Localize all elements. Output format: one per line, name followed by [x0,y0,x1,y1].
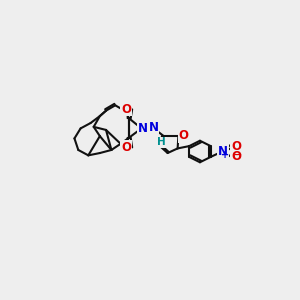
Text: O: O [121,103,131,116]
Text: O: O [121,141,131,154]
Text: O: O [179,129,189,142]
Text: N: N [218,145,228,158]
Text: N: N [149,121,159,134]
Text: N: N [138,122,148,135]
Text: O: O [231,140,241,153]
Text: −: − [234,150,242,160]
Text: O: O [231,150,241,164]
Text: H: H [157,137,166,147]
Text: +: + [220,150,229,160]
